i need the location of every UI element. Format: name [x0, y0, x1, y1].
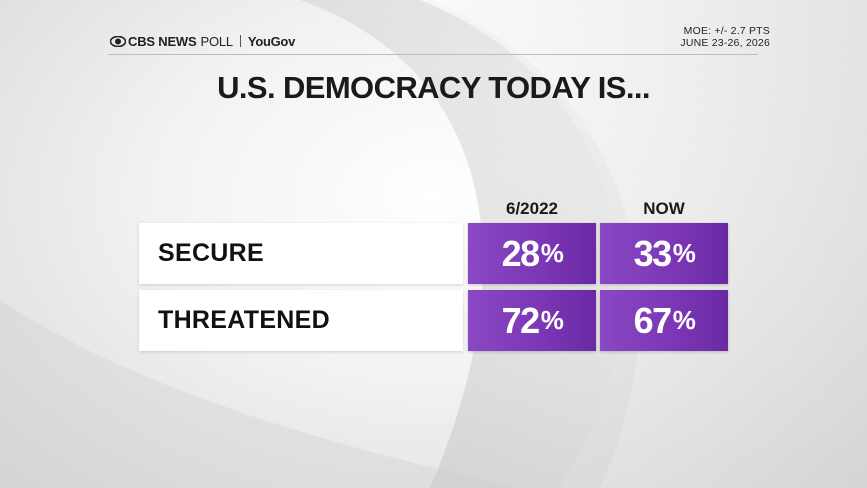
row-label-threatened: THREATENED	[139, 290, 463, 351]
value-cell-threatened-0: 72%	[468, 290, 596, 351]
poll-meta: MOE: +/- 2.7 PTS JUNE 23-26, 2026	[680, 25, 770, 49]
chart-title: U.S. DEMOCRACY TODAY IS...	[217, 70, 650, 105]
value-number: 28	[501, 232, 541, 274]
column-header-1: NOW	[643, 199, 685, 218]
brand-network: CBS NEWS	[128, 33, 197, 49]
value-number: 72	[501, 299, 541, 341]
value-cell-threatened-1: 67%	[600, 290, 728, 351]
value-unit: %	[672, 305, 696, 335]
value-unit: %	[672, 238, 696, 268]
brand-lockup: CBS NEWS POLL YouGov	[110, 33, 295, 49]
column-header-0: 6/2022	[506, 199, 558, 218]
row-label-secure: SECURE	[139, 223, 463, 284]
header-rule	[108, 54, 758, 55]
field-dates: JUNE 23-26, 2026	[680, 37, 770, 49]
value-unit: %	[540, 305, 564, 335]
value-unit: %	[540, 238, 564, 268]
brand-poll: POLL	[200, 33, 233, 49]
cbs-eye-icon	[110, 35, 126, 47]
value-number: 33	[633, 232, 673, 274]
value-cell-secure-1: 33%	[600, 223, 728, 284]
value-number: 67	[633, 299, 673, 341]
brand-partner: YouGov	[247, 33, 295, 49]
brand-divider	[239, 35, 241, 47]
margin-of-error: MOE: +/- 2.7 PTS	[683, 25, 770, 37]
value-cell-secure-0: 28%	[468, 223, 596, 284]
